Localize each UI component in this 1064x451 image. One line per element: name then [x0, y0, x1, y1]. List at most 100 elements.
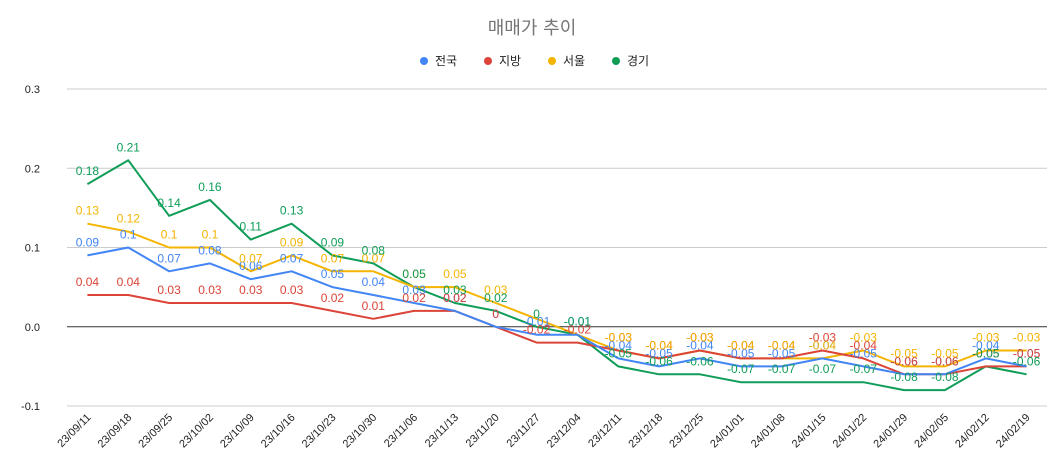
legend-item[interactable]: 경기	[612, 54, 649, 68]
data-label: -0.05	[972, 346, 1000, 360]
data-label: -0.05	[1013, 346, 1041, 360]
data-label: -0.03	[850, 331, 878, 345]
data-label: 0.03	[484, 283, 508, 297]
data-label: 0.03	[402, 283, 426, 297]
data-label: -0.08	[931, 370, 959, 384]
x-tick-label: 23/12/04	[545, 412, 584, 451]
data-label: -0.04	[768, 338, 796, 352]
data-label: 0.06	[239, 259, 263, 273]
legend[interactable]: 전국 지방 서울 경기	[420, 54, 649, 68]
data-label: 0.02	[484, 291, 508, 305]
y-tick-label: -0.1	[21, 401, 40, 413]
data-label: 0.08	[198, 243, 222, 257]
data-label: 0.05	[402, 267, 426, 281]
data-label: -0.01	[564, 315, 592, 329]
legend-label: 전국	[435, 54, 457, 68]
x-tick-label: 24/01/15	[790, 412, 829, 451]
x-tick-label: 23/10/23	[300, 412, 339, 451]
data-label: -0.05	[850, 346, 878, 360]
legend-swatch	[548, 57, 556, 65]
data-label: 0	[533, 307, 540, 321]
data-label: 0.03	[157, 283, 181, 297]
data-label: 0.13	[76, 204, 100, 218]
x-tick-label: 24/01/08	[749, 412, 788, 451]
legend-item[interactable]: 지방	[484, 54, 521, 68]
data-label: -0.06	[931, 354, 959, 368]
data-label: -0.04	[768, 338, 796, 352]
data-label: -0.03	[605, 331, 633, 345]
data-label: 0.14	[157, 196, 181, 210]
y-axis: 0.3 0.2 0.1 0.0 -0.1	[21, 84, 40, 413]
legend-label: 경기	[627, 54, 649, 68]
data-label: -0.07	[768, 362, 796, 376]
x-tick-label: 23/11/20	[464, 412, 502, 450]
data-label: 0.02	[402, 291, 426, 305]
data-label: 0.07	[157, 251, 181, 265]
data-label: -0.04	[727, 338, 755, 352]
x-tick-label: 23/09/18	[96, 412, 135, 451]
data-label: 0.1	[161, 228, 178, 242]
data-label: -0.05	[1013, 346, 1041, 360]
x-tick-label: 23/12/18	[626, 412, 665, 451]
data-label: 0.07	[239, 251, 263, 265]
data-label: -0.07	[727, 362, 755, 376]
data-label: -0.06	[890, 354, 918, 368]
x-tick-label: 23/10/16	[259, 412, 298, 451]
series-line	[87, 222, 1027, 368]
data-label: -0.04	[645, 338, 673, 352]
data-label: -0.03	[809, 331, 837, 345]
data-label: 0.04	[117, 275, 141, 289]
data-label: -0.04	[645, 338, 673, 352]
data-label: -0.03	[605, 331, 633, 345]
data-label: 0.09	[280, 235, 304, 249]
legend-item[interactable]: 전국	[420, 54, 457, 68]
y-tick-label: 0.0	[25, 322, 40, 334]
x-tick-label: 23/11/13	[423, 412, 461, 450]
data-label: 0.03	[198, 283, 222, 297]
data-label: -0.04	[605, 338, 633, 352]
data-label: 0.05	[443, 267, 467, 281]
data-label: -0.07	[850, 362, 878, 376]
data-label: -0.03	[686, 331, 714, 345]
gridlines	[67, 88, 1047, 407]
data-label: -0.04	[972, 338, 1000, 352]
x-axis: 23/09/11 23/09/18 23/09/25 23/10/02 23/10/09…	[55, 412, 1032, 451]
data-label: -0.08	[890, 370, 918, 384]
data-label: -0.05	[727, 346, 755, 360]
data-label: -0.04	[850, 338, 878, 352]
legend-label: 지방	[499, 54, 521, 68]
data-label: -0.01	[523, 315, 551, 329]
data-label: -0.06	[890, 354, 918, 368]
legend-item[interactable]: 서울	[548, 54, 585, 68]
x-tick-label: 23/10/02	[177, 412, 216, 451]
y-tick-label: 0.3	[25, 84, 40, 96]
x-tick-label: 23/09/11	[55, 412, 93, 450]
y-tick-label: 0.2	[25, 163, 40, 175]
data-label: 0.13	[280, 204, 304, 218]
data-label: 0.16	[198, 180, 222, 194]
legend-swatch	[484, 57, 492, 65]
x-tick-label: 23/12/25	[667, 412, 706, 451]
data-label: 0.11	[240, 220, 263, 234]
x-tick-label: 24/01/29	[871, 412, 910, 451]
series-line	[87, 246, 1027, 376]
data-label: -0.02	[523, 323, 551, 337]
data-label: -0.03	[686, 331, 714, 345]
x-tick-label: 23/11/06	[382, 412, 420, 450]
data-label: 0.09	[76, 235, 100, 249]
data-label: -0.05	[645, 346, 673, 360]
data-label: 0.05	[321, 267, 345, 281]
data-label: 0.04	[362, 275, 386, 289]
data-label: 0.02	[443, 291, 467, 305]
x-tick-label: 24/01/22	[831, 412, 870, 451]
data-label: 0.04	[76, 275, 100, 289]
data-label: -0.06	[931, 354, 959, 368]
data-label: -0.06	[686, 354, 714, 368]
data-label: -0.05	[972, 346, 1000, 360]
y-tick-label: 0.1	[25, 243, 40, 255]
x-tick-label: 24/02/05	[912, 412, 951, 451]
x-tick-label: 24/01/01	[708, 412, 747, 451]
data-label: 0.21	[117, 140, 141, 154]
data-label: -0.02	[564, 323, 592, 337]
